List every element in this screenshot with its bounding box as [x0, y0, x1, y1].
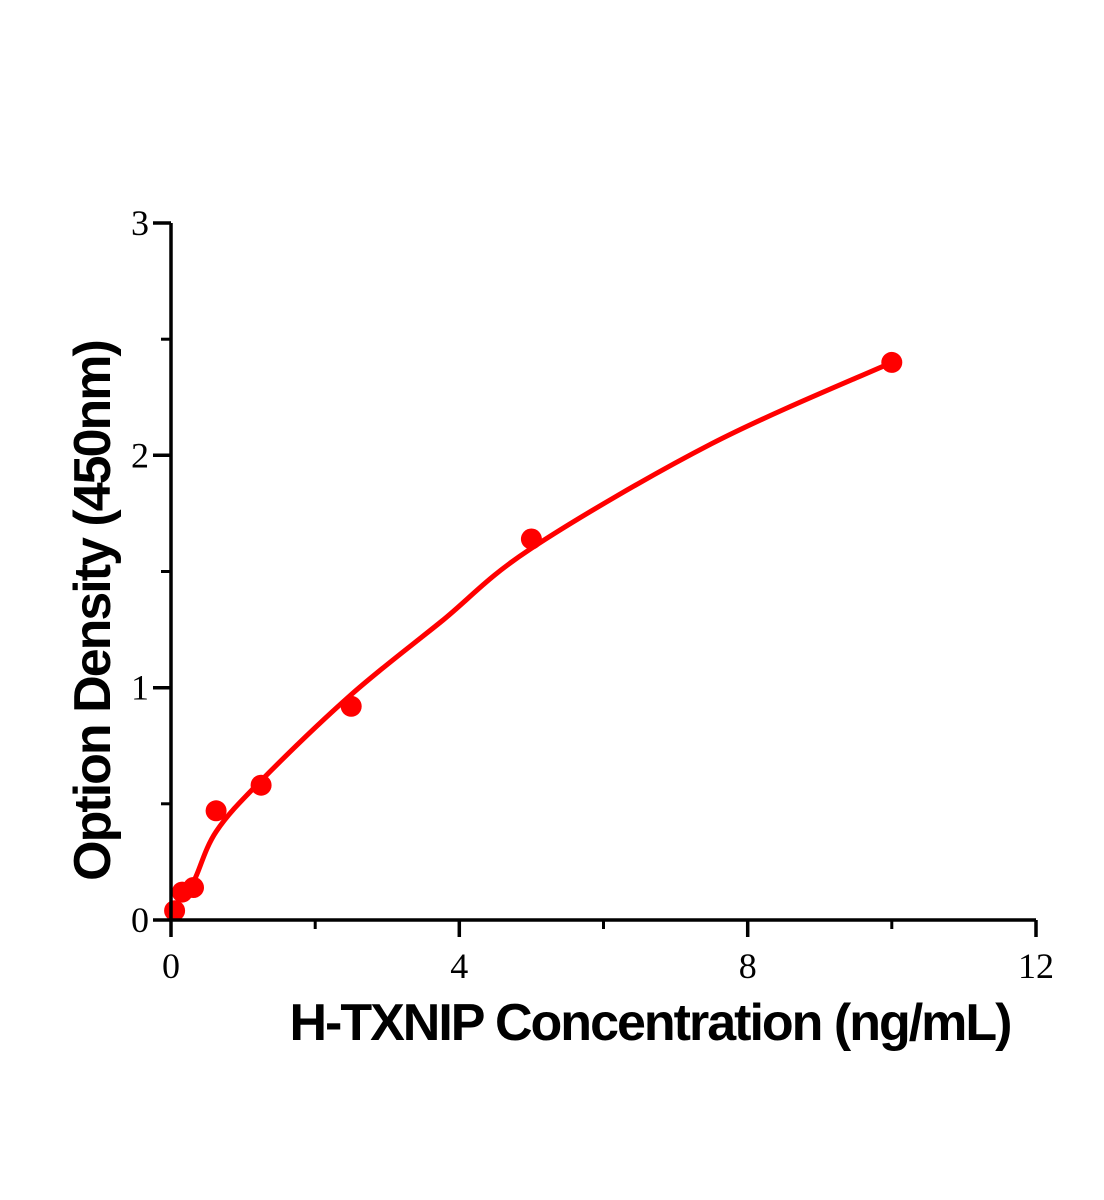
data-point	[340, 695, 362, 717]
data-point	[183, 877, 204, 898]
data-point	[205, 800, 227, 822]
data-point	[164, 900, 186, 922]
fit-curve-path	[169, 359, 895, 916]
data-point	[520, 528, 542, 550]
y-tick-label: 1	[131, 668, 149, 708]
axes-path	[169, 223, 1036, 922]
x-tick-label: 0	[162, 946, 180, 986]
y-tick-label: 3	[131, 203, 149, 243]
y-axis-label: Option Density (450nm)	[64, 341, 122, 881]
axes-layer	[153, 221, 1038, 937]
data-point	[250, 774, 272, 796]
x-axis-label: H-TXNIP Concentration (ng/mL)	[289, 994, 1010, 1052]
data-point	[881, 351, 903, 373]
x-tick-label: 12	[1018, 946, 1054, 986]
x-tick-label: 8	[739, 946, 757, 986]
curve-layer	[169, 359, 895, 916]
y-tick-label: 0	[131, 900, 149, 940]
x-tick-label: 4	[450, 946, 468, 986]
y-tick-label: 2	[131, 435, 149, 475]
points-layer	[164, 351, 903, 922]
